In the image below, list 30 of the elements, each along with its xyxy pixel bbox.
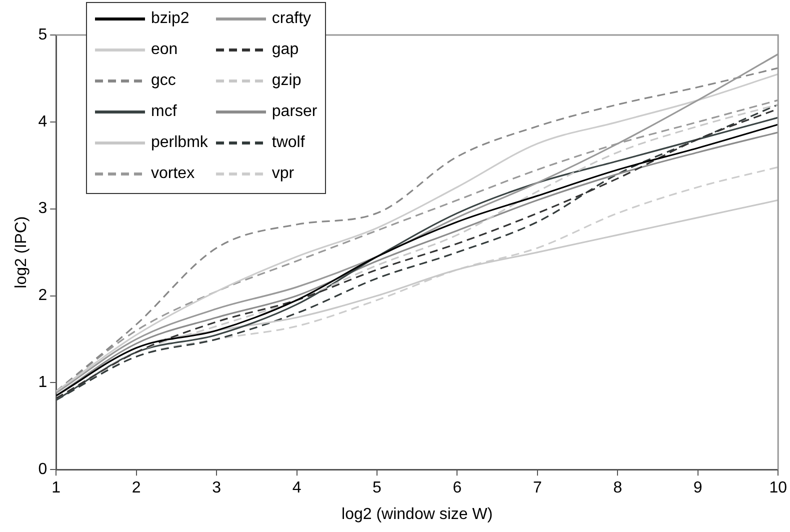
x-tick-label: 1 (52, 480, 61, 497)
x-axis-title: log2 (window size W) (342, 506, 493, 523)
y-tick-label: 3 (38, 200, 48, 218)
x-tick-label: 4 (292, 480, 302, 497)
y-tick-label: 5 (38, 26, 48, 44)
y-tick-label: 1 (38, 374, 48, 392)
x-tick-label: 3 (212, 480, 222, 497)
x-tick-label: 9 (693, 480, 702, 497)
x-tick-label: 5 (372, 480, 382, 497)
legend-label: twolf (272, 134, 305, 152)
y-tick-label: 0 (38, 461, 48, 478)
legend-label: perlbmk (151, 134, 208, 152)
legend-label: eon (151, 40, 178, 58)
legend-label: vortex (151, 164, 195, 182)
legend-label: gcc (151, 72, 176, 90)
legend-label: crafty (272, 10, 312, 28)
legend-label: parser (272, 102, 318, 120)
legend-label: vpr (272, 164, 294, 182)
x-tick-label: 8 (613, 480, 622, 497)
y-tick-label: 2 (38, 287, 48, 304)
x-tick-label: 6 (452, 480, 462, 497)
x-tick-label: 10 (769, 480, 788, 497)
legend-label: bzip2 (151, 10, 190, 28)
x-tick-label: 7 (532, 480, 542, 497)
x-tick-label: 2 (132, 480, 141, 497)
legend-label: gap (272, 40, 299, 58)
y-tick-label: 4 (38, 113, 48, 130)
y-axis-title: log2 (IPC) (13, 216, 30, 288)
legend-label: mcf (151, 102, 177, 120)
legend-label: gzip (272, 72, 302, 90)
